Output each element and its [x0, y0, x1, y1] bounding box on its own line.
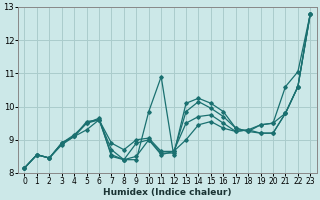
X-axis label: Humidex (Indice chaleur): Humidex (Indice chaleur)	[103, 188, 232, 197]
